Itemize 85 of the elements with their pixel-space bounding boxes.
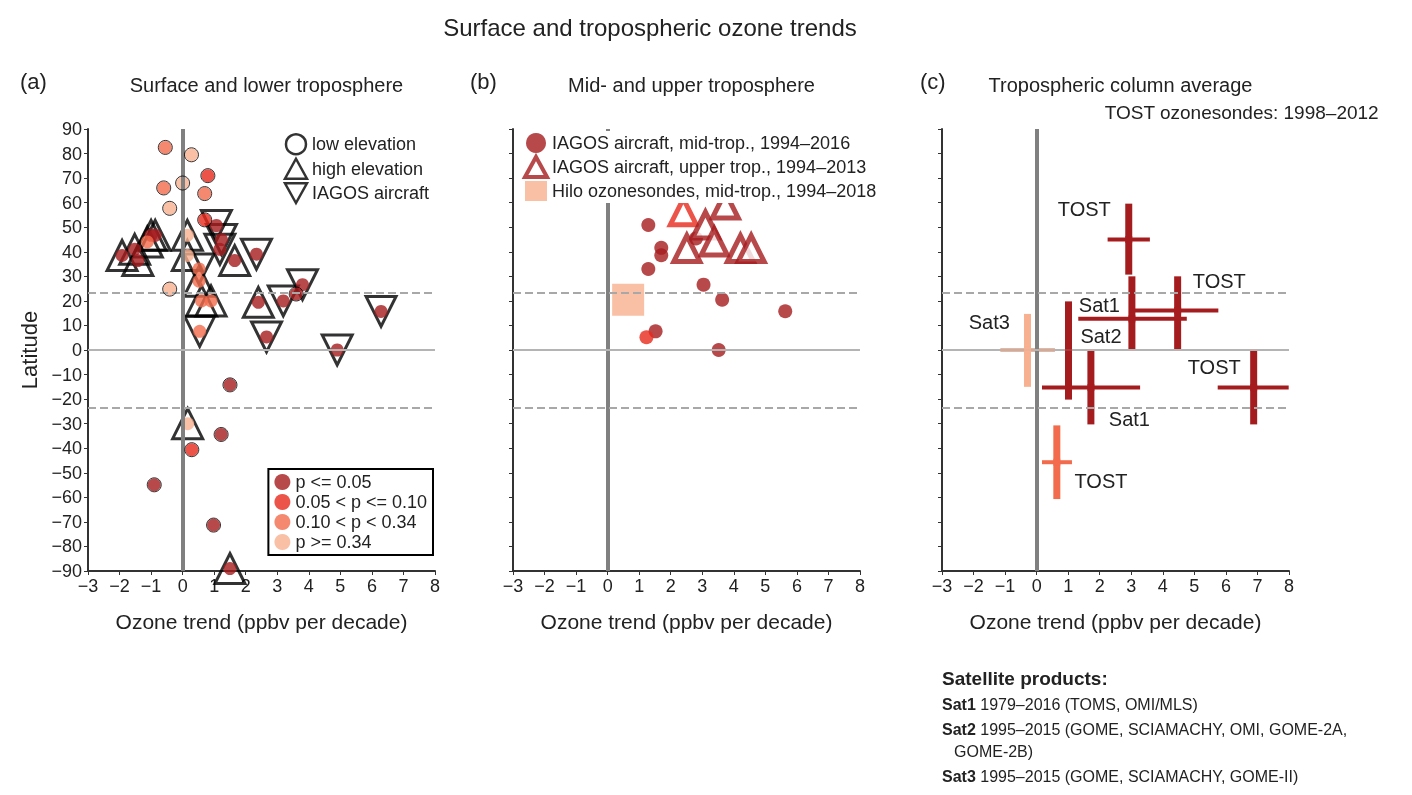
annotation: Sat1 <box>1078 293 1120 316</box>
text: Sat1 1979–2016 (TOMS, OMI/MLS) <box>942 695 1199 715</box>
annotation: TOST <box>1057 198 1111 221</box>
x-tick-label: 7 <box>1252 576 1263 596</box>
x-tick-label: 2 <box>1094 576 1105 596</box>
x-tick-label: 7 <box>398 576 409 596</box>
chart-title: Surface and lower troposphere <box>129 74 404 96</box>
y-tick-label: −40 <box>51 438 82 459</box>
text: Satellite products: <box>942 668 1109 690</box>
x-tick-label: 8 <box>854 576 866 596</box>
x-tick-label: 4 <box>303 576 314 596</box>
y-tick-label: 30 <box>61 266 82 287</box>
y-tick-label: −50 <box>51 462 82 483</box>
y-axis-title: Latitude <box>17 310 43 390</box>
y-tick-label: 0 <box>71 340 82 360</box>
y-tick-label: −80 <box>51 536 82 557</box>
annotation: Sat1 <box>1108 407 1150 430</box>
x-axis-title: Ozone trend (ppbv per decade) <box>115 610 408 633</box>
x-tick-label: −3 <box>502 576 524 596</box>
x-tick-label: 2 <box>665 576 676 596</box>
x-tick-label: 6 <box>1220 576 1231 596</box>
x-tick-label: 3 <box>697 576 708 596</box>
legend-label: IAGOS aircraft, mid-trop., 1994–2016 <box>552 133 851 153</box>
y-tick-label: −70 <box>51 511 82 532</box>
chart-title: Tropospheric column average <box>988 74 1253 96</box>
legend-label: p <= 0.05 <box>295 472 372 492</box>
y-tick-label: −10 <box>51 364 82 385</box>
text: Sat2 1995–2015 (GOME, SCIAMACHY, OMI, GOME-2A, GOME-2B) <box>942 720 1349 762</box>
text: TOST ozonesondes: 1998–2012 <box>1104 102 1379 123</box>
x-axis-title: Ozone trend (ppbv per decade) <box>969 610 1262 633</box>
chart-title: Mid- and upper troposphere <box>568 74 815 96</box>
y-tick-label: 20 <box>61 290 82 311</box>
annotation: TOST <box>1074 470 1128 493</box>
y-tick-label: 90 <box>61 119 82 139</box>
x-tick-label: 8 <box>1283 576 1295 596</box>
x-tick-label: 6 <box>791 576 802 596</box>
annotation: TOST <box>1187 355 1241 378</box>
x-tick-label: −3 <box>931 576 953 596</box>
text: (a) <box>20 68 47 94</box>
x-tick-label: −1 <box>140 576 162 596</box>
text: (b) <box>470 68 497 94</box>
y-tick-label: 60 <box>61 192 82 213</box>
x-tick-label: 0 <box>602 576 613 596</box>
legend-label: Hilo ozonesondes, mid-trop., 1994–2018 <box>552 181 877 201</box>
text: (c) <box>920 68 946 94</box>
x-tick-label: −2 <box>534 576 555 596</box>
x-tick-label: 3 <box>1126 576 1137 596</box>
x-tick-label: 0 <box>1031 576 1042 596</box>
y-tick-label: 40 <box>61 241 82 262</box>
x-tick-label: −2 <box>109 576 130 596</box>
legend-label: p >= 0.34 <box>295 532 372 552</box>
x-tick-label: 4 <box>728 576 739 596</box>
legend-label: 0.10 < p < 0.34 <box>295 512 417 532</box>
x-tick-label: 1 <box>1063 576 1074 596</box>
legend-label: IAGOS aircraft, upper trop., 1994–2013 <box>552 157 867 177</box>
x-tick-label: 5 <box>335 576 346 596</box>
legend-label: high elevation <box>311 158 424 179</box>
x-tick-label: −2 <box>963 576 984 596</box>
legend-label: low elevation <box>311 134 417 155</box>
y-tick-label: −30 <box>51 413 82 434</box>
x-tick-label: 3 <box>272 576 283 596</box>
x-tick-label: 5 <box>760 576 771 596</box>
x-tick-label: 1 <box>634 576 645 596</box>
annotation: Sat3 <box>968 310 1010 333</box>
y-tick-label: 10 <box>61 315 82 336</box>
x-tick-label: 5 <box>1189 576 1200 596</box>
x-tick-label: 4 <box>1157 576 1168 596</box>
y-tick-label: 50 <box>61 217 82 238</box>
y-tick-label: −20 <box>51 389 82 410</box>
x-tick-label: 0 <box>177 576 188 596</box>
annotation: Sat2 <box>1080 325 1122 347</box>
x-axis-title: Ozone trend (ppbv per decade) <box>540 610 833 633</box>
text: Sat3 1995–2015 (GOME, SCIAMACHY, GOME-II) <box>942 767 1300 787</box>
y-tick-label: −60 <box>51 487 82 508</box>
y-tick-label: 70 <box>61 168 82 189</box>
y-tick-label: 80 <box>61 143 82 164</box>
x-tick-label: −1 <box>994 576 1016 596</box>
x-tick-label: 7 <box>823 576 834 596</box>
text: Surface and tropospheric ozone trends <box>442 14 858 42</box>
annotation: TOST <box>1192 270 1246 293</box>
legend-label: 0.05 < p <= 0.10 <box>295 492 428 512</box>
x-tick-label: 6 <box>366 576 377 596</box>
x-tick-label: −1 <box>565 576 587 596</box>
legend-label: IAGOS aircraft <box>311 183 429 204</box>
x-tick-label: 8 <box>429 576 441 596</box>
